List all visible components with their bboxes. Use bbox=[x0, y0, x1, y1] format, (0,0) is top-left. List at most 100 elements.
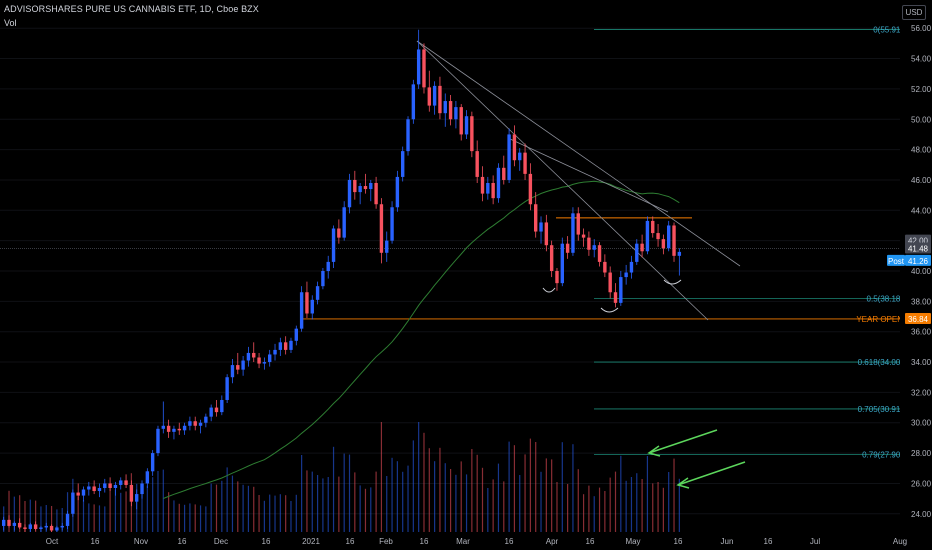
candle bbox=[491, 175, 495, 205]
volume-bar bbox=[460, 461, 462, 532]
volume-bar bbox=[146, 485, 148, 532]
volume-bar bbox=[50, 506, 53, 532]
candle bbox=[464, 110, 469, 139]
x-tick-label: Jul bbox=[810, 537, 820, 546]
candle-body bbox=[257, 357, 261, 364]
currency-badge[interactable]: USD bbox=[902, 5, 926, 20]
fib-retracement[interactable]: 0(55.91) 0.5(38.18) 0.618(34.00) 0.705(30.9… bbox=[594, 26, 903, 460]
y-tick-label: 52.00 bbox=[911, 85, 932, 94]
candle-body bbox=[544, 222, 549, 246]
candle bbox=[374, 176, 378, 209]
candle bbox=[331, 225, 336, 268]
candle-body bbox=[438, 85, 442, 114]
candle bbox=[161, 401, 165, 434]
volume-bar bbox=[168, 492, 170, 532]
time-axis[interactable]: Oct 16 Nov 16 Dec 16 2021 16 Feb 16 Mar 16 Apr 16 May 1… bbox=[46, 537, 907, 546]
symbol-title[interactable]: ADVISORSHARES PURE US CANNABIS ETF, 1D, … bbox=[4, 4, 259, 14]
candle bbox=[672, 222, 676, 262]
volume-bar bbox=[19, 495, 21, 532]
volume-bar bbox=[593, 496, 595, 532]
volume-bar bbox=[279, 494, 281, 532]
candle bbox=[337, 219, 341, 244]
candle bbox=[363, 173, 368, 194]
candle-body bbox=[55, 527, 59, 531]
candle-body bbox=[432, 85, 437, 106]
candle bbox=[390, 201, 394, 244]
post-label: Post bbox=[887, 254, 905, 266]
volume-bar bbox=[657, 482, 659, 532]
year-open-badge: 36.84 bbox=[905, 312, 931, 324]
candle bbox=[395, 170, 400, 212]
candle bbox=[475, 140, 479, 183]
candle-body bbox=[12, 522, 17, 526]
volume-bar bbox=[519, 475, 521, 532]
candle-body bbox=[145, 471, 150, 484]
candle-body bbox=[321, 271, 325, 287]
candle bbox=[172, 425, 176, 440]
arrow-annotation-2 bbox=[676, 461, 746, 489]
candle-body bbox=[480, 176, 485, 194]
x-tick-label: Oct bbox=[46, 537, 59, 546]
candle bbox=[273, 343, 277, 361]
volume-bar bbox=[322, 478, 324, 532]
volume-bar bbox=[407, 465, 409, 532]
candle-body bbox=[448, 101, 453, 120]
candle-body bbox=[124, 480, 128, 485]
trendline-mid[interactable] bbox=[507, 137, 669, 213]
volume-bar bbox=[370, 487, 372, 532]
price-axis[interactable]: 24.00 26.00 28.00 30.00 32.00 34.00 36.00 38.00… bbox=[900, 0, 932, 550]
candle-body bbox=[363, 186, 368, 190]
candle bbox=[427, 70, 431, 112]
volume-bar bbox=[24, 501, 26, 532]
volume-bar bbox=[652, 483, 654, 532]
candle bbox=[555, 267, 559, 291]
candle bbox=[17, 518, 22, 529]
candle bbox=[7, 515, 11, 528]
candle-body bbox=[161, 425, 165, 429]
y-tick-label: 36.00 bbox=[911, 328, 932, 337]
moving-average-line bbox=[163, 180, 680, 499]
fib-label: 0.5(38.18) bbox=[867, 295, 904, 304]
candle-body bbox=[236, 365, 240, 370]
volume-label[interactable]: Vol bbox=[4, 18, 17, 28]
candle bbox=[342, 201, 346, 241]
candle bbox=[236, 352, 240, 375]
candle bbox=[129, 480, 134, 507]
candle-body bbox=[326, 261, 330, 271]
candle-body bbox=[23, 527, 27, 529]
candle-body bbox=[518, 152, 522, 161]
volume-bar bbox=[98, 505, 101, 532]
year-open-badge-bg bbox=[905, 312, 931, 324]
volume-bar bbox=[141, 487, 143, 532]
volume-bar bbox=[354, 472, 356, 532]
candle-body bbox=[193, 421, 197, 426]
volume-bar bbox=[620, 455, 622, 532]
candle-body bbox=[209, 407, 213, 417]
x-tick-label: 16 bbox=[178, 537, 187, 546]
x-tick-label: Feb bbox=[379, 537, 393, 546]
candle bbox=[252, 342, 256, 363]
candle bbox=[587, 231, 591, 256]
candle bbox=[289, 337, 293, 353]
trendline-upper[interactable] bbox=[416, 40, 741, 267]
candle-body bbox=[220, 399, 224, 413]
volume-bar bbox=[125, 491, 127, 532]
candle bbox=[422, 43, 426, 94]
trendline-lower[interactable] bbox=[416, 40, 709, 321]
volume-bar bbox=[572, 444, 574, 532]
volume-bar bbox=[295, 494, 297, 532]
volume-bar bbox=[524, 454, 526, 532]
volume-bar bbox=[194, 504, 196, 532]
volume-bar bbox=[380, 422, 383, 532]
x-tick-label: Apr bbox=[546, 537, 559, 546]
candle-body bbox=[656, 233, 660, 240]
candle-body bbox=[459, 107, 463, 135]
year-open-level[interactable]: YEAR OPEN bbox=[300, 315, 903, 324]
candle-body bbox=[273, 349, 277, 355]
candle-body bbox=[411, 84, 416, 120]
volume-bar bbox=[449, 469, 452, 532]
candle-body bbox=[374, 182, 378, 205]
candle bbox=[198, 419, 203, 434]
candle bbox=[645, 216, 650, 255]
